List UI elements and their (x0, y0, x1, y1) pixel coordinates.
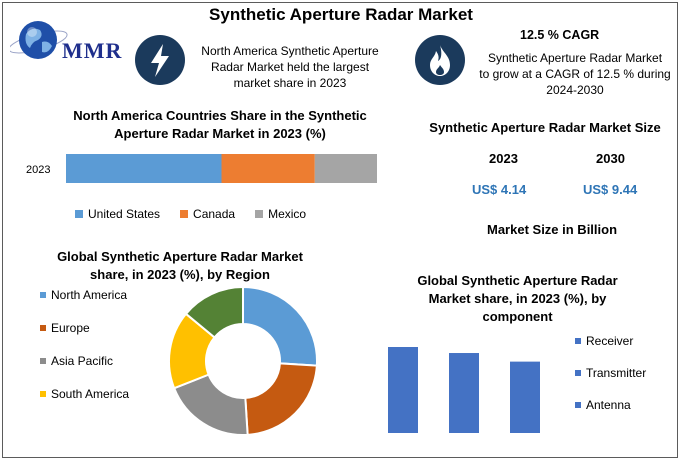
legend-receiver: Receiver (575, 334, 646, 348)
bar-segment-united-states (66, 154, 222, 183)
legend-label: South America (51, 387, 130, 401)
flame-icon (415, 35, 465, 85)
page-frame (2, 2, 678, 458)
market-size-unit: Market Size in Billion (487, 222, 618, 237)
legend-label: United States (88, 207, 161, 221)
legend-swatch (75, 210, 83, 218)
legend-label: Canada (193, 207, 236, 221)
legend-swatch (255, 210, 264, 218)
bar-transmitter (449, 353, 479, 433)
region-legend: North America Europe Asia Pacific South … (40, 288, 129, 401)
legend-united-states: United States (75, 207, 160, 221)
value-2030: US$ 9.44 (583, 182, 638, 197)
legend-swatch (40, 292, 46, 298)
highlight-text: North America Synthetic Aperture Radar M… (190, 43, 390, 91)
globe-icon (10, 21, 68, 59)
highlight-line: Radar Market held the largest (210, 60, 370, 74)
na-share-chart-title: North America Countries Share in the Syn… (73, 108, 367, 141)
donut-slice-north-america (242, 285, 318, 367)
legend-swatch (40, 358, 46, 364)
legend-swatch (180, 210, 189, 218)
year-2023-label: 2023 (489, 151, 518, 166)
legend-north-america: North America (40, 288, 129, 302)
legend-canada: Canada (180, 207, 235, 221)
bar-segment-canada (221, 154, 315, 183)
cagr-line: Synthetic Aperture Radar Market (487, 51, 663, 65)
legend-mexico: Mexico (255, 207, 306, 221)
legend-europe: Europe (40, 321, 129, 335)
cagr-headline: 12.5 % CAGR (520, 28, 600, 42)
legend-swatch (575, 370, 581, 376)
region-chart-title: Global Synthetic Aperture Radar Market s… (57, 249, 303, 282)
lightning-icon (135, 35, 185, 85)
legend-transmitter: Transmitter (575, 366, 646, 380)
page-title: Synthetic Aperture Radar Market (209, 5, 473, 24)
tick-label-2023: 2023 (26, 164, 50, 176)
legend-antenna: Antenna (575, 398, 646, 412)
brand-logo-text: MMR (62, 38, 123, 63)
component-chart-title: Global Synthetic Aperture Radar Market s… (417, 273, 618, 324)
legend-swatch (40, 325, 46, 331)
cagr-text: Synthetic Aperture Radar Market to grow … (470, 50, 680, 98)
legend-swatch (575, 402, 581, 408)
bar-segment-mexico (314, 154, 377, 183)
highlight-line: market share in 2023 (233, 76, 347, 90)
donut-slice-other (184, 285, 244, 339)
year-2030-label: 2030 (596, 151, 625, 166)
bar-receiver (388, 347, 418, 433)
highlight-line: North America Synthetic Aperture (201, 44, 379, 58)
legend-swatch (40, 391, 46, 397)
bar-antenna (510, 361, 540, 433)
market-size-title: Synthetic Aperture Radar Market Size (429, 120, 661, 135)
legend-label: Transmitter (586, 366, 647, 380)
legend-swatch (575, 338, 581, 344)
legend-label: Receiver (586, 334, 634, 348)
region-donut-chart (168, 285, 318, 436)
na-share-chart: 2023 (26, 154, 377, 183)
value-2023: US$ 4.14 (472, 182, 527, 197)
donut-slice-europe (244, 362, 318, 436)
legend-label: Europe (51, 321, 90, 335)
legend-label: North America (51, 288, 128, 302)
legend-label: Asia Pacific (51, 354, 114, 368)
legend-asia-pacific: Asia Pacific (40, 354, 129, 368)
legend-label: Mexico (268, 207, 307, 221)
component-legend: Receiver Transmitter Antenna (575, 334, 646, 412)
component-bar-chart (388, 347, 540, 433)
na-share-legend: United States Canada Mexico (75, 207, 395, 221)
legend-south-america: South America (40, 387, 129, 401)
cagr-line: to grow at a CAGR of 12.5 % during (479, 67, 671, 81)
cagr-line: 2024-2030 (546, 83, 604, 97)
legend-label: Antenna (586, 398, 631, 412)
